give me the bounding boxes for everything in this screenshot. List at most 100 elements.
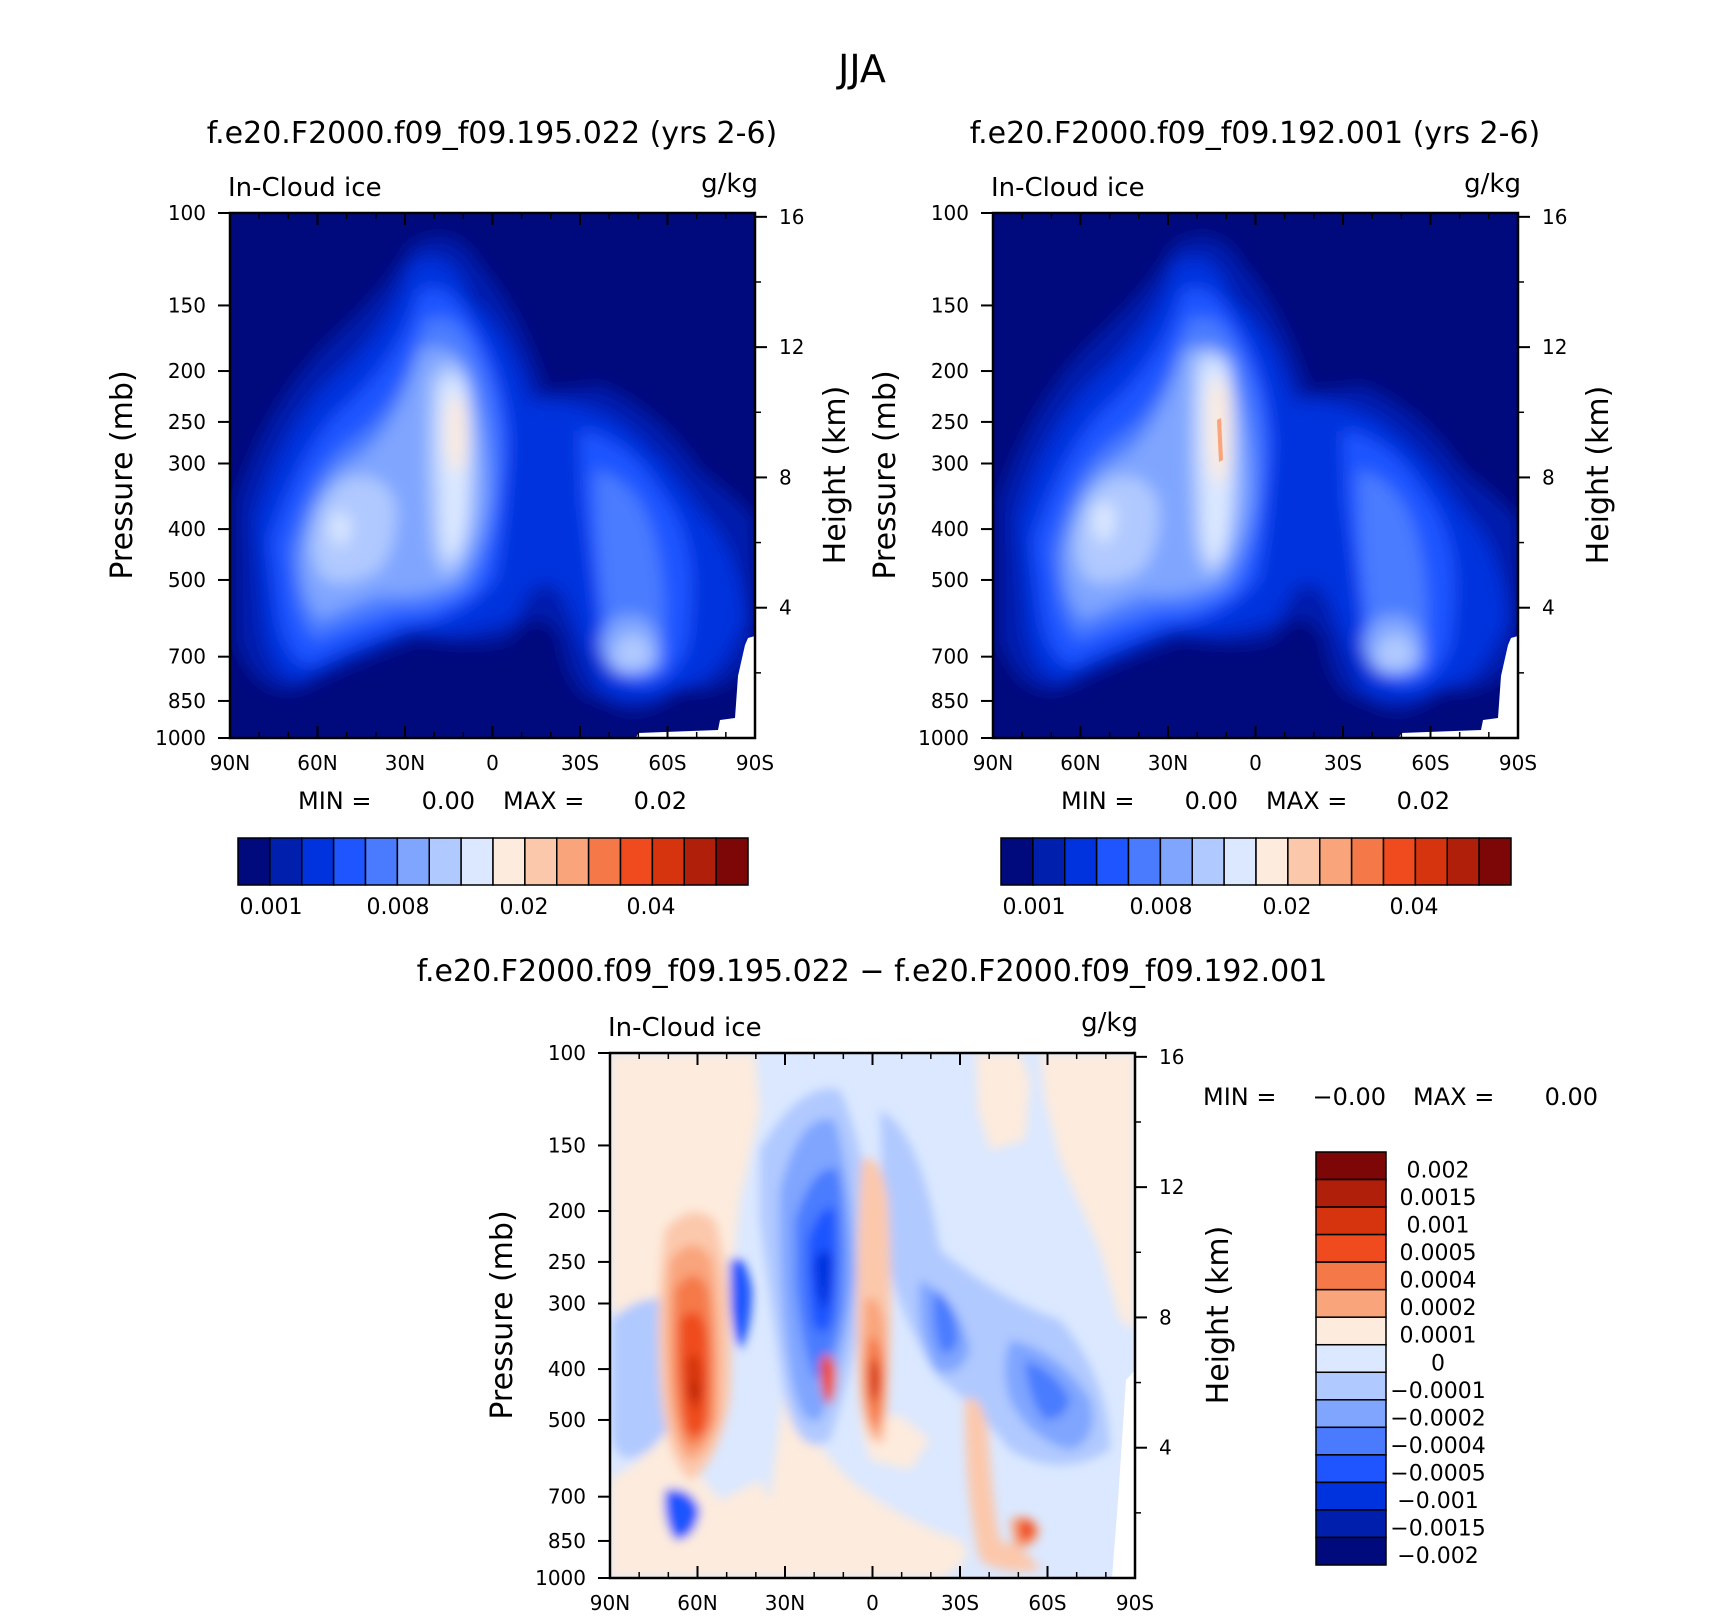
contour-region-positive — [869, 1359, 880, 1402]
min-label: MIN = — [1203, 1083, 1276, 1111]
y-tick-label: 850 — [168, 689, 206, 713]
y-tick-label: 150 — [168, 293, 206, 317]
colorbar-cell — [619, 837, 654, 886]
x-tick-label: 90N — [590, 1591, 630, 1615]
contour-region-positive — [690, 1382, 698, 1401]
contour-field — [230, 213, 755, 738]
colorbar-cell — [1287, 837, 1321, 886]
colorbar-cell — [1382, 837, 1417, 886]
colorbar-cell — [1127, 837, 1162, 886]
axes: 90N 60N 30N 0 30S 60S 90S 100 150 200 250 300 400 500… — [918, 201, 1567, 775]
colorbar-cell — [651, 837, 685, 886]
y2-axis-label: Height (km) — [1201, 1226, 1236, 1405]
x-tick-label: 90S — [736, 751, 774, 775]
colorbar-label: 0.002 — [1407, 1159, 1470, 1184]
colorbar-cell — [1315, 1371, 1387, 1401]
colorbar-label: 0.001 — [1003, 895, 1066, 920]
min-value: −0.00 — [1312, 1083, 1386, 1111]
y-tick-label: 100 — [168, 201, 206, 225]
contour-level-5 — [300, 346, 661, 675]
y-tick-label: 1000 — [918, 726, 969, 750]
y2-tick-label: 8 — [1159, 1305, 1172, 1329]
y-tick-label: 500 — [931, 568, 969, 592]
y-tick-label: 250 — [548, 1250, 586, 1274]
y-tick-label: 400 — [931, 517, 969, 541]
y2-tick-label: 4 — [779, 596, 792, 620]
y-tick-label: 850 — [931, 689, 969, 713]
colorbar-label: 0.02 — [1263, 895, 1312, 920]
contour-level-6 — [1075, 348, 1415, 671]
contour-region-positive — [976, 1053, 1030, 1150]
y-tick-label: 700 — [168, 645, 206, 669]
y2-axis-label: Height (km) — [818, 386, 853, 565]
y-tick-label: 850 — [548, 1529, 586, 1553]
colorbar-label: −0.0002 — [1390, 1406, 1485, 1431]
y-tick-label: 150 — [548, 1133, 586, 1157]
colorbar-cell — [1315, 1151, 1387, 1181]
units-label: g/kg — [1464, 169, 1521, 199]
colorbar-cells — [237, 837, 749, 886]
max-label: MAX = — [503, 787, 584, 815]
colorbar-cell — [1315, 1426, 1387, 1456]
y-tick-label: 300 — [548, 1291, 586, 1315]
contour-region-negative — [1025, 1360, 1070, 1420]
x-tick-label: 0 — [1249, 751, 1262, 775]
panel-title: f.e20.F2000.f09_f09.195.022 (yrs 2-6) — [207, 116, 777, 151]
x-tick-label: 90S — [1499, 751, 1537, 775]
y-tick-label: 250 — [168, 410, 206, 434]
panel-control-left: f.e20.F2000.f09_f09.195.022 (yrs 2-6) In… — [105, 116, 853, 920]
colorbar-cell — [1478, 837, 1512, 886]
max-label: MAX = — [1413, 1083, 1494, 1111]
colorbar-cells — [1315, 1151, 1387, 1566]
contour-region-negative — [729, 1258, 752, 1350]
colorbar: 0.001 0.008 0.02 0.04 — [237, 837, 749, 920]
x-tick-label: 30S — [1324, 751, 1362, 775]
colorbar-label: −0.001 — [1397, 1489, 1478, 1514]
contour-level-8 — [446, 396, 468, 473]
max-value: 0.02 — [634, 787, 687, 815]
colorbar-cell — [1315, 1536, 1387, 1566]
x-tick-label: 30N — [385, 751, 425, 775]
y-tick-label: 500 — [548, 1408, 586, 1432]
colorbar-cell — [1315, 1316, 1387, 1346]
x-tick-label: 60N — [1060, 751, 1100, 775]
y-tick-label: 200 — [168, 359, 206, 383]
colorbar-cell — [492, 837, 526, 886]
colorbar-cell — [683, 837, 717, 886]
units-label: g/kg — [1081, 1008, 1138, 1038]
colorbar-label: −0.0004 — [1390, 1434, 1485, 1459]
colorbar-cell — [460, 837, 494, 886]
y-axis-label: Pressure (mb) — [105, 370, 140, 579]
max-label: MAX = — [1266, 787, 1347, 815]
contour-region-positive — [820, 1354, 836, 1405]
y-tick-label: 150 — [931, 293, 969, 317]
colorbar-cell — [556, 837, 590, 886]
axes: 90N 60N 30N 0 30S 60S 90S 100 150 200 250 300 400 500… — [155, 201, 804, 775]
y2-tick-label: 12 — [1542, 335, 1567, 359]
y-tick-label: 300 — [931, 451, 969, 475]
colorbar-label: 0.008 — [1130, 895, 1193, 920]
contour-region-positive — [965, 1398, 1040, 1572]
colorbar-cell — [1315, 1178, 1387, 1208]
colorbar-cell — [1446, 837, 1480, 886]
y-tick-label: 1000 — [155, 726, 206, 750]
contour-region-negative — [664, 1489, 700, 1540]
colorbar-label: −0.0015 — [1390, 1516, 1485, 1541]
colorbar-label: 0 — [1431, 1351, 1445, 1376]
y2-tick-label: 4 — [1542, 596, 1555, 620]
contour-level-white — [1112, 1370, 1135, 1578]
y2-tick-label: 8 — [1542, 465, 1555, 489]
x-tick-label: 60S — [1411, 751, 1449, 775]
field-label: In-Cloud ice — [991, 173, 1145, 203]
contour-level-7 — [330, 376, 469, 560]
colorbar-label: 0.0002 — [1400, 1296, 1477, 1321]
colorbar-cell — [715, 837, 749, 886]
colorbar-cell — [1064, 837, 1098, 886]
contour-field — [610, 1053, 1135, 1578]
colorbar-cell — [428, 837, 462, 886]
x-tick-label: 0 — [866, 1591, 879, 1615]
colorbar-label: 0.001 — [240, 895, 303, 920]
x-tick-label: 60S — [1028, 1591, 1066, 1615]
colorbar-label: 0.008 — [367, 895, 430, 920]
colorbar-cell — [269, 837, 303, 886]
